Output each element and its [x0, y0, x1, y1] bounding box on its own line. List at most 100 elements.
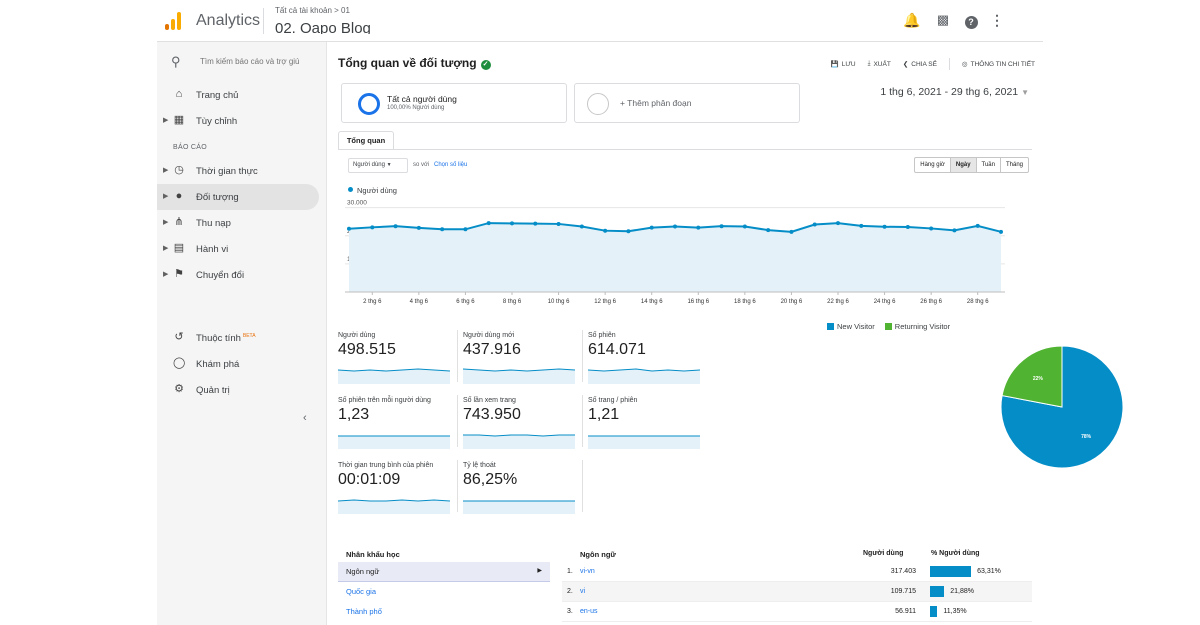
data-point[interactable] [649, 225, 654, 230]
data-point[interactable] [812, 222, 817, 227]
save-button[interactable]: 💾 LƯU [831, 60, 856, 69]
data-point[interactable] [486, 221, 491, 226]
share-button[interactable]: ❮ CHIA SẺ [903, 60, 937, 69]
scorecard-label: Người dùng [338, 332, 376, 339]
bell-icon[interactable]: 🔔 [903, 12, 921, 28]
percent-value: 11,35% [943, 608, 967, 615]
choose-metric-link[interactable]: Chọn số liệu [434, 162, 468, 168]
data-point[interactable] [952, 228, 957, 233]
sidebar-item-conversions[interactable]: ▶ ⚑ Chuyển đổi [157, 262, 319, 288]
language-column-header: Ngôn ngữ [580, 550, 616, 559]
data-point[interactable] [719, 224, 724, 229]
pie-slice[interactable] [1000, 345, 1124, 469]
data-point[interactable] [882, 224, 887, 229]
sidebar-item-realtime[interactable]: ▶ ◷ Thời gian thực [157, 158, 319, 184]
data-point[interactable] [626, 229, 631, 234]
data-point[interactable] [836, 221, 840, 226]
sidebar-item-behavior[interactable]: ▶ ▤ Hành vi [157, 236, 319, 262]
data-point[interactable] [929, 226, 934, 231]
sidebar-item-label: Thu nạp [196, 218, 231, 229]
data-point[interactable] [440, 227, 445, 232]
data-point[interactable] [859, 223, 864, 228]
sidebar-item-home[interactable]: ⌂ Trang chủ [157, 82, 319, 108]
sidebar-item-label: Quản trị [196, 385, 230, 396]
data-point[interactable] [556, 221, 561, 226]
dashboard-icon: ▦ [173, 114, 185, 126]
property-selector[interactable]: 02. Oapo Blog [275, 20, 371, 34]
data-point[interactable] [533, 221, 538, 226]
add-segment-button[interactable]: + Thêm phân đoạn [574, 83, 800, 123]
expand-caret-icon: ▶ [163, 271, 169, 278]
lightbulb-icon: ◯ [173, 357, 186, 369]
language-link[interactable]: vi [580, 588, 586, 595]
collapse-sidebar-icon[interactable]: ‹ [303, 412, 307, 424]
scorecard[interactable]: Số trang / phiên 1,21 [588, 397, 705, 455]
scorecard[interactable]: Số phiên trên mỗi người dùng 1,23 [338, 397, 455, 455]
demographics-item-language[interactable]: Ngôn ngữ ▶ [338, 562, 550, 582]
x-tick-label: 22 thg 6 [827, 299, 849, 305]
insights-button[interactable]: ◎ THÔNG TIN CHI TIẾT [962, 60, 1035, 69]
data-point[interactable] [416, 225, 421, 230]
export-label: XUẤT [873, 60, 891, 68]
granularity-week-button[interactable]: Tuần [977, 158, 1001, 172]
sparkline [338, 435, 450, 449]
sidebar-item-acquisition[interactable]: ▶ ⋔ Thu nạp [157, 210, 319, 236]
scorecard[interactable]: Tỷ lệ thoát 86,25% [463, 462, 580, 520]
scorecard[interactable]: Người dùng 498.515 [338, 332, 455, 390]
tab-overview[interactable]: Tổng quan [338, 131, 394, 150]
language-link[interactable]: en-us [580, 608, 598, 615]
apps-icon[interactable]: ▩ [936, 12, 950, 27]
sidebar-item-label: Đối tượng [196, 192, 239, 203]
data-point[interactable] [789, 229, 794, 234]
data-point[interactable] [603, 228, 608, 233]
export-button[interactable]: ⤓ XUẤT [868, 60, 891, 68]
users-value: 317.403 [890, 568, 916, 575]
scorecard[interactable]: Người dùng mới 437.916 [463, 332, 580, 390]
attribution-label: Thuộc tính [196, 333, 241, 344]
scorecard-label: Số trang / phiên [588, 397, 638, 404]
segment-all-users[interactable]: Tất cả người dùng 100,00% Người dùng [341, 83, 567, 123]
scorecard[interactable]: Thời gian trung bình của phiên 00:01:09 [338, 462, 455, 520]
demographics-item-country[interactable]: Quốc gia [346, 587, 377, 596]
breadcrumb[interactable]: Tất cả tài khoản > 01 [275, 6, 350, 15]
data-point[interactable] [347, 226, 351, 231]
pie-slice[interactable] [1001, 345, 1063, 408]
users-value: 109.715 [890, 588, 916, 595]
data-point[interactable] [742, 224, 747, 229]
data-point[interactable] [370, 225, 375, 230]
data-point[interactable] [510, 221, 514, 226]
sidebar-item-label: Thuộc tính BETA [196, 333, 256, 344]
help-icon[interactable]: ? [963, 12, 979, 29]
scorecard[interactable]: Số lần xem trang 743.950 [463, 397, 580, 455]
sidebar-item-label: Chuyển đổi [196, 270, 245, 281]
data-point[interactable] [696, 225, 701, 230]
scorecard-value: 1,23 [338, 406, 370, 423]
sidebar-item-custom[interactable]: ▶ ▦ Tùy chỉnh [157, 108, 319, 134]
data-point[interactable] [463, 227, 468, 232]
data-point[interactable] [999, 229, 1003, 234]
more-vert-icon[interactable]: ⋮ [990, 12, 1004, 28]
sidebar-item-discover[interactable]: ◯ Khám phá [157, 351, 319, 377]
clock-icon: ◷ [174, 164, 184, 176]
granularity-day-button[interactable]: Ngày [950, 158, 977, 172]
scorecard[interactable]: Số phiên 614.071 [588, 332, 705, 390]
date-range-picker[interactable]: 1 thg 6, 2021 - 29 thg 6, 2021 ▼ [880, 86, 1029, 98]
data-point[interactable] [673, 224, 677, 229]
x-tick-label: 16 thg 6 [687, 299, 709, 305]
data-point[interactable] [579, 224, 584, 229]
sidebar-item-admin[interactable]: ⚙ Quản trị [157, 377, 319, 403]
sidebar-item-attribution[interactable]: ↺ Thuộc tính BETA [157, 325, 319, 351]
metric-select[interactable]: Người dùng ▼ [348, 158, 408, 173]
sidebar-item-audience[interactable]: ▶ ● Đối tượng [157, 184, 319, 210]
granularity-hourly-button[interactable]: Hàng giờ [915, 158, 951, 172]
granularity-month-button[interactable]: Tháng [1005, 162, 1023, 168]
demographics-item-city[interactable]: Thành phố [346, 607, 382, 616]
visitor-pie-chart[interactable]: 78% 22% [997, 342, 1127, 472]
data-point[interactable] [905, 225, 910, 230]
language-link[interactable]: vi-vn [580, 568, 595, 575]
search-box[interactable]: ⚲ Tìm kiếm báo cáo và trợ giú [157, 50, 327, 74]
data-point[interactable] [975, 223, 980, 228]
data-point[interactable] [393, 224, 398, 229]
data-point[interactable] [766, 228, 771, 233]
